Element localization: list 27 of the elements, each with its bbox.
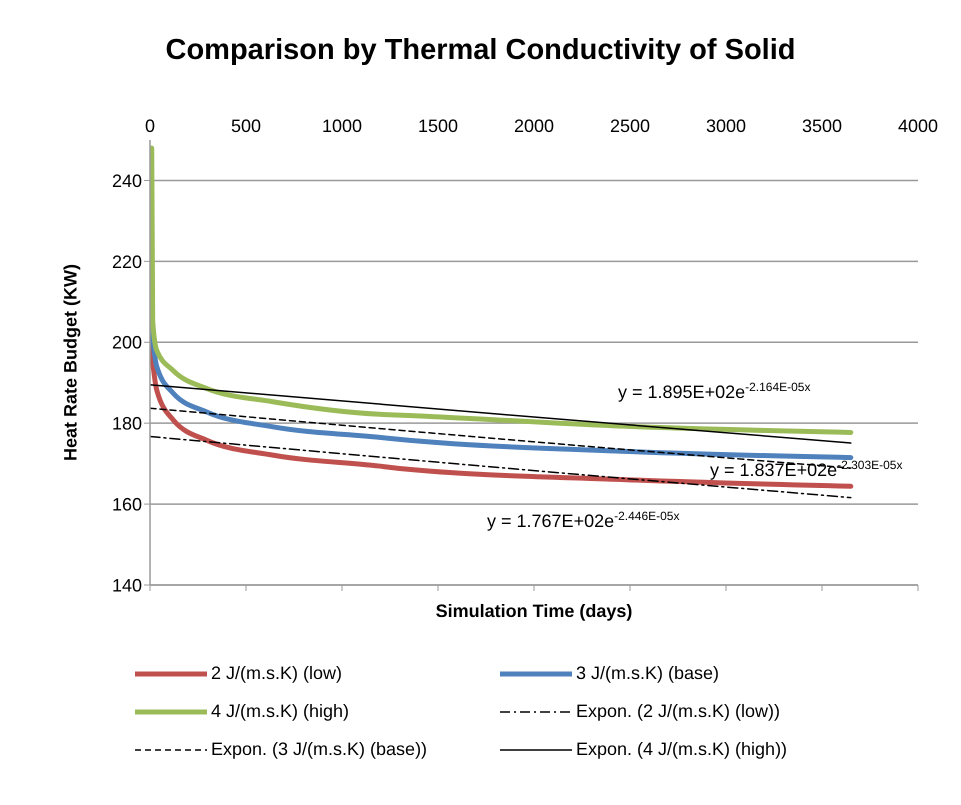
x-tick-label: 4000 (898, 116, 938, 136)
y-axis-title: Heat Rate Budget (KW) (60, 264, 80, 461)
x-tick-label: 0 (144, 116, 156, 136)
x-tick-label: 3000 (706, 116, 746, 136)
annotation: y = 1.895E+02e$^{-2.164E-05x}$ (618, 380, 810, 403)
y-tick-label: 160 (112, 494, 142, 514)
x-tick-label: 1000 (322, 116, 362, 136)
legend-label: Expon. (3 J/(m.s.K) (base)) (211, 739, 428, 760)
x-tick-label: 500 (230, 116, 262, 136)
legend-label: Expon. (4 J/(m.s.K) (high)) (576, 739, 788, 760)
y-tick-label: 180 (112, 414, 142, 434)
legend-label: 3 J/(m.s.K) (base) (576, 663, 720, 684)
y-tick-label: 240 (112, 170, 142, 191)
annotation: y = 1.837E+02e$^{-2.303E-05x}$ (710, 458, 902, 481)
legend-label: 4 J/(m.s.K) (high) (211, 701, 350, 722)
annotation: y = 1.767E+02e$^{-2.446E-05x}$ (487, 509, 680, 532)
y-tick-label: 200 (112, 332, 142, 353)
x-tick-label: 2500 (610, 116, 650, 136)
x-tick-label: 2000 (514, 116, 554, 136)
y-tick-label: 220 (112, 252, 142, 272)
x-axis-title: Simulation Time (days) (436, 601, 632, 621)
x-tick-label: 1500 (418, 116, 458, 136)
x-tick-label: 3500 (802, 116, 842, 136)
chart-title: Comparison by Thermal Conductivity of Solid (164, 34, 796, 67)
y-tick-label: 140 (112, 575, 142, 596)
legend-label: Expon. (2 J/(m.s.K) (low)) (576, 701, 780, 722)
legend-label: 2 J/(m.s.K) (low) (211, 663, 342, 684)
